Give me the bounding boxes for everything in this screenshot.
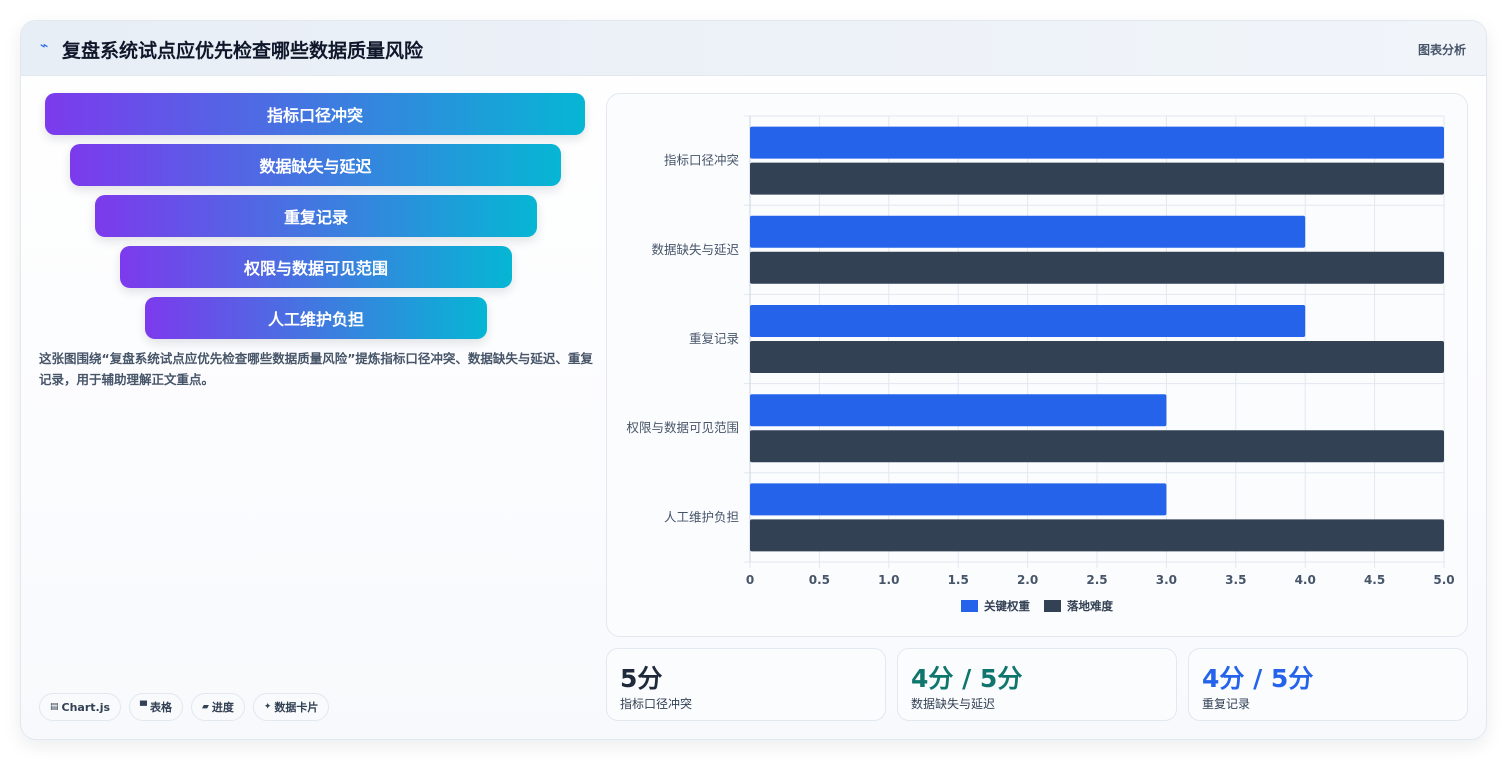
x-tick-label: 2.0 (1017, 573, 1038, 587)
x-tick-label: 4.5 (1364, 573, 1385, 587)
progress-icon: ▰ (201, 702, 209, 712)
x-tick-label: 5.0 (1433, 573, 1454, 587)
y-tick-label: 人工维护负担 (664, 509, 739, 524)
chip-table[interactable]: ▀ 表格 (129, 693, 183, 721)
legend-label: 关键权重 (984, 599, 1030, 613)
chip-label: 进度 (211, 701, 234, 714)
x-tick-label: 1.5 (948, 573, 969, 587)
funnel-item: 权限与数据可见范围 (120, 246, 512, 288)
funnel-item: 指标口径冲突 (45, 93, 585, 135)
y-tick-label: 权限与数据可见范围 (626, 420, 739, 435)
legend-label: 落地难度 (1067, 599, 1113, 613)
card-header: ⌁ 复盘系统试点应优先检查哪些数据质量风险 图表分析 (21, 21, 1486, 76)
funnel-item: 重复记录 (95, 195, 537, 237)
card-icon: ✦ (263, 702, 272, 712)
x-tick-label: 0.5 (809, 573, 830, 587)
chip-progress[interactable]: ▰ 进度 (190, 693, 245, 721)
y-tick-label: 数据缺失与延迟 (651, 242, 739, 257)
funnel-item: 人工维护负担 (145, 297, 487, 339)
table-icon: ▀ (140, 702, 147, 712)
feature-chips: ▤ Chart.js ▀ 表格 ▰ 进度 ✦ 数据卡片 (39, 693, 330, 721)
bar (750, 251, 1444, 284)
bar (750, 483, 1167, 516)
stat-value: 4分 / 5分 (911, 664, 1023, 693)
y-tick-label: 指标口径冲突 (664, 153, 739, 168)
y-tick-label: 重复记录 (689, 331, 739, 346)
x-tick-label: 4.0 (1295, 573, 1316, 587)
bar (750, 394, 1167, 427)
chip-label: 数据卡片 (274, 701, 319, 714)
stat-label: 数据缺失与延迟 (911, 697, 996, 711)
funnel-item: 数据缺失与延迟 (70, 144, 561, 186)
bar (750, 215, 1306, 248)
x-tick-label: 3.0 (1156, 573, 1177, 587)
x-tick-label: 3.5 (1225, 573, 1246, 587)
chip-chartjs[interactable]: ▤ Chart.js (39, 693, 122, 721)
x-tick-label: 2.5 (1086, 573, 1107, 587)
bar-chart: 0 0.5 1.0 1.5 2.0 2.5 3.0 3.5 4.0 4.5 5.0 指标口径冲突数据缺… (626, 115, 1455, 613)
chart-line-icon: ⌁ (40, 38, 49, 54)
chart-icon: ▤ (50, 702, 59, 712)
x-tick-label: 1.0 (878, 573, 899, 587)
stat-card: 4分 / 5分 数据缺失与延迟 (897, 648, 1177, 721)
stat-label: 重复记录 (1202, 697, 1251, 711)
bar (750, 305, 1306, 337)
chart-panel: 0 0.5 1.0 1.5 2.0 2.5 3.0 3.5 4.0 4.5 5.0 指标口径冲突数据缺… (606, 93, 1468, 637)
x-tick-label: 0 (746, 573, 754, 587)
bar (750, 126, 1444, 159)
legend-swatch (961, 600, 978, 612)
stat-label: 指标口径冲突 (620, 697, 693, 711)
chip-label: Chart.js (61, 700, 111, 714)
stat-card: 5分 指标口径冲突 (606, 648, 886, 721)
bar (750, 341, 1444, 373)
main-card: ⌁ 复盘系统试点应优先检查哪些数据质量风险 图表分析 指标口径冲突 数据缺失与延… (20, 20, 1487, 740)
chip-label: 表格 (149, 701, 172, 714)
stat-card: 4分 / 5分 重复记录 (1188, 648, 1468, 721)
description-text: 这张图围绕“复盘系统试点应优先检查哪些数据质量风险”提炼指标口径冲突、数据缺失与… (39, 351, 593, 387)
bar (750, 162, 1444, 195)
chip-data-card[interactable]: ✦ 数据卡片 (252, 693, 330, 721)
stat-value: 4分 / 5分 (1202, 664, 1314, 693)
page-title: 复盘系统试点应优先检查哪些数据质量风险 (62, 40, 424, 62)
bar (750, 519, 1444, 552)
bar (750, 430, 1444, 463)
stat-value: 5分 (620, 664, 663, 693)
header-tag: 图表分析 (1417, 43, 1466, 57)
legend-swatch (1044, 600, 1061, 612)
